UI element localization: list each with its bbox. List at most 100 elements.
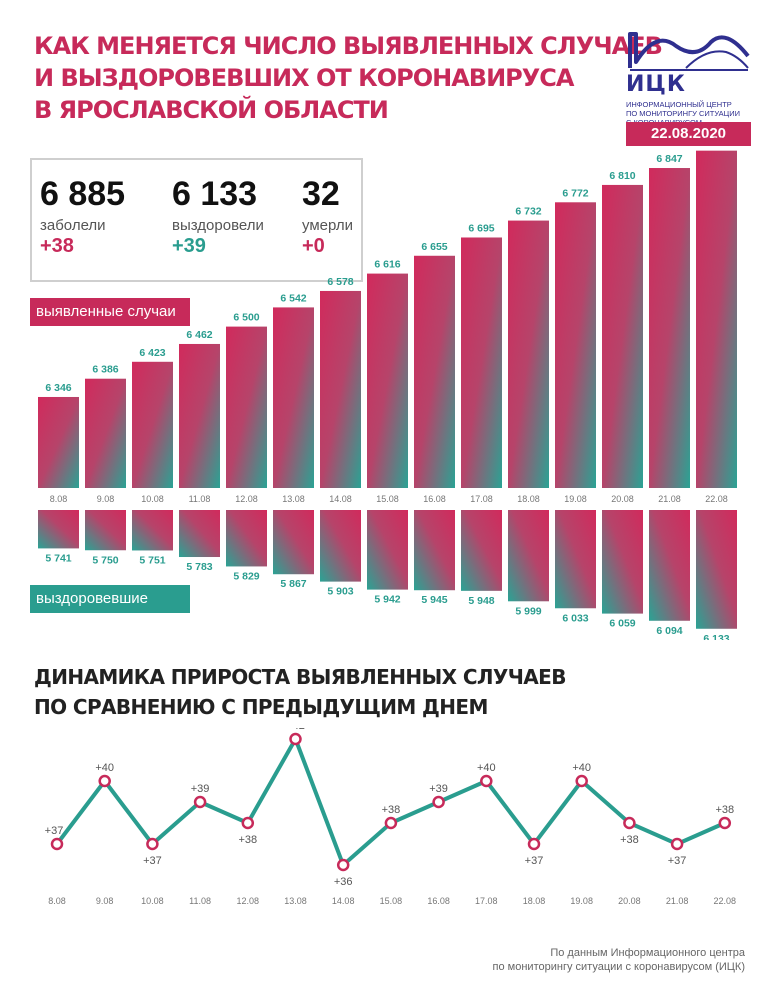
line-chart: +37 8.08 +40 9.08 +37 10.08 +39 11.08 +38 12.08 +4…	[45, 728, 736, 906]
bar-recovered-label: 5 783	[186, 561, 212, 573]
line-point	[146, 837, 159, 851]
bar-cases	[179, 343, 220, 488]
source-note-line: по мониторингу ситуации с коронавирусом …	[492, 961, 745, 973]
logo-abbr: ИЦК	[626, 72, 686, 97]
line-category-label: 13.08	[284, 896, 307, 906]
line-point	[718, 816, 732, 830]
category-label: 11.08	[189, 494, 211, 504]
stat-cases: 6 885 заболели +38	[40, 174, 125, 258]
bar-cases-label: 6 500	[233, 312, 259, 324]
bar-cases-label: 6 346	[45, 382, 71, 394]
bar-recovered	[414, 510, 455, 591]
line-chart-title-line: ПО СРАВНЕНИЮ С ПРЕДЫДУЩИМ ДНЕМ	[34, 695, 488, 719]
bar-cases	[555, 202, 596, 488]
line-category-label: 12.08	[237, 896, 260, 906]
bar-recovered	[649, 510, 690, 621]
line-point-label: +39	[191, 783, 210, 795]
bar-cases	[320, 290, 361, 488]
line-point-label: +38	[382, 804, 401, 816]
source-note: По данным Информационного центра по мони…	[493, 946, 745, 974]
bar-cases	[85, 378, 126, 488]
bar-cases	[132, 361, 173, 488]
stat-cases-label: заболели	[40, 217, 106, 234]
stat-deaths-delta: +0	[302, 235, 325, 257]
bar-cases-label: 6 847	[656, 153, 682, 165]
stat-deaths: 32 умерли +0	[302, 174, 353, 258]
source-note-line: По данным Информационного центра	[550, 947, 745, 959]
logo: ИЦК ИНФОРМАЦИОННЫЙ ЦЕНТР ПО МОНИТОРИНГУ …	[626, 28, 751, 148]
category-label: 9.08	[97, 494, 115, 504]
line-point-label: +40	[95, 762, 114, 774]
bar-cases	[367, 273, 408, 488]
line-point-label: +37	[668, 855, 687, 867]
bar-recovered	[273, 510, 314, 575]
stat-recovered-label: выздоровели	[172, 217, 264, 234]
line-point	[193, 795, 207, 809]
line-category-label: 20.08	[618, 896, 641, 906]
bar-recovered-label: 5 750	[92, 554, 118, 566]
bar-cases	[602, 184, 643, 488]
bar-recovered-label: 5 741	[45, 552, 71, 564]
title-line: КАК МЕНЯЕТСЯ ЧИСЛО ВЫЯВЛЕННЫХ СЛУЧАЕВ	[34, 32, 663, 60]
line-point-label: +38	[715, 804, 734, 816]
page-title: КАК МЕНЯЕТСЯ ЧИСЛО ВЫЯВЛЕННЫХ СЛУЧАЕВ И …	[34, 30, 663, 126]
line-point	[575, 774, 588, 788]
category-label: 14.08	[329, 494, 352, 504]
bar-recovered-label: 5 942	[374, 594, 400, 606]
bar-cases-label: 6 578	[327, 276, 353, 288]
category-label: 18.08	[517, 494, 540, 504]
line-point-label: +38	[238, 834, 257, 846]
bar-recovered	[38, 510, 79, 549]
stat-cases-delta: +38	[40, 235, 74, 257]
bar-recovered-label: 5 829	[233, 570, 259, 582]
bar-cases-label: 6 616	[374, 259, 400, 271]
bar-recovered	[132, 510, 173, 551]
line-category-label: 21.08	[666, 896, 689, 906]
category-label: 20.08	[611, 494, 634, 504]
bar-cases-label: 6 462	[186, 329, 212, 341]
line-point	[98, 774, 111, 788]
line-point	[50, 837, 64, 851]
bar-cases	[508, 220, 549, 489]
line-point-label: +42	[286, 728, 305, 732]
line-point	[670, 837, 684, 851]
line-chart-title-line: ДИНАМИКА ПРИРОСТА ВЫЯВЛЕННЫХ СЛУЧАЕВ	[34, 665, 566, 689]
date-badge: 22.08.2020	[626, 122, 751, 146]
line-point	[241, 816, 255, 830]
category-label: 16.08	[423, 494, 446, 504]
stat-recovered-delta: +39	[172, 235, 206, 257]
title-line: И ВЫЗДОРОВЕВШИХ ОТ КОРОНАВИРУСА	[34, 64, 574, 92]
bar-recovered	[696, 510, 737, 629]
line-category-label: 8.08	[48, 896, 66, 906]
bar-cases-label: 6 810	[609, 170, 635, 182]
bar-cases	[273, 307, 314, 488]
bar-recovered-label: 5 751	[139, 554, 165, 566]
bar-cases-label: 6 772	[562, 187, 588, 199]
bar-cases	[226, 326, 267, 488]
line-category-label: 11.08	[189, 896, 211, 906]
bar-cases-label: 6 423	[139, 347, 165, 359]
bar-recovered-label: 6 094	[656, 625, 682, 637]
cases-badge: выявленные случаи	[30, 298, 190, 326]
line-point	[527, 837, 541, 851]
bar-recovered	[555, 510, 596, 609]
stat-deaths-label: умерли	[302, 217, 353, 234]
bar-chart: 6 346 8.08 6 386 9.08 6 423 10.08 6 462 11.08 6 …	[38, 136, 737, 640]
bar-recovered	[602, 510, 643, 614]
stat-recovered-value: 6 133	[172, 175, 258, 213]
logo-subtitle-line: ПО МОНИТОРИНГУ СИТУАЦИИ	[626, 109, 740, 118]
bar-recovered	[179, 510, 220, 558]
bar-recovered-label: 5 945	[421, 594, 447, 606]
line-category-label: 9.08	[96, 896, 114, 906]
line-point-label: +37	[143, 855, 162, 867]
bar-recovered-label: 5 903	[327, 586, 353, 598]
category-label: 21.08	[658, 494, 681, 504]
line-point	[289, 732, 302, 746]
line-point-label: +39	[429, 783, 448, 795]
stats-summary: 6 885 заболели +38 6 133 выздоровели +39…	[30, 158, 363, 282]
line-category-label: 10.08	[141, 896, 164, 906]
stat-recovered: 6 133 выздоровели +39	[172, 174, 264, 258]
bar-cases-label: 6 885	[703, 136, 729, 148]
bar-recovered	[320, 510, 361, 582]
bar-recovered-label: 6 033	[562, 612, 588, 624]
